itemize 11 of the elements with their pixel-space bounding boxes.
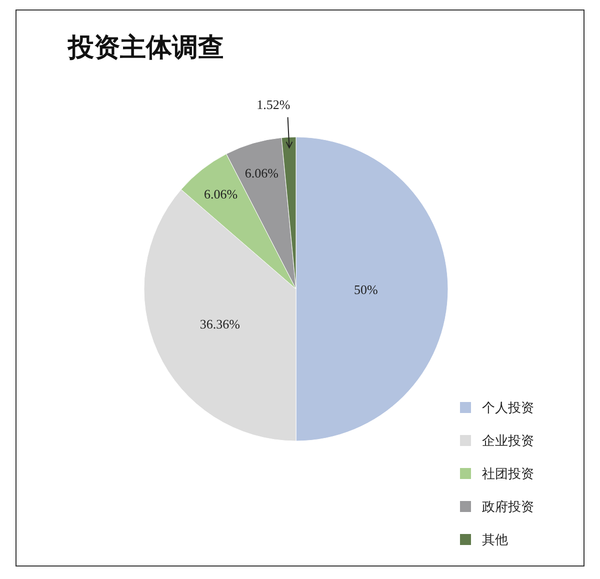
data-label: 6.06% xyxy=(244,165,279,180)
data-label: 50% xyxy=(354,282,378,297)
legend-label: 个人投资 xyxy=(482,401,534,416)
legend-label: 政府投资 xyxy=(482,499,534,515)
legend-label: 其他 xyxy=(482,533,508,548)
data-label: 1.52% xyxy=(256,97,290,112)
legend-label: 社团投资 xyxy=(482,467,534,482)
data-label: 6.06% xyxy=(204,186,238,202)
data-label: 36.36% xyxy=(200,316,240,332)
legend-label: 企业投资 xyxy=(482,434,534,449)
chart-title: 投资主体调查 xyxy=(67,33,224,63)
